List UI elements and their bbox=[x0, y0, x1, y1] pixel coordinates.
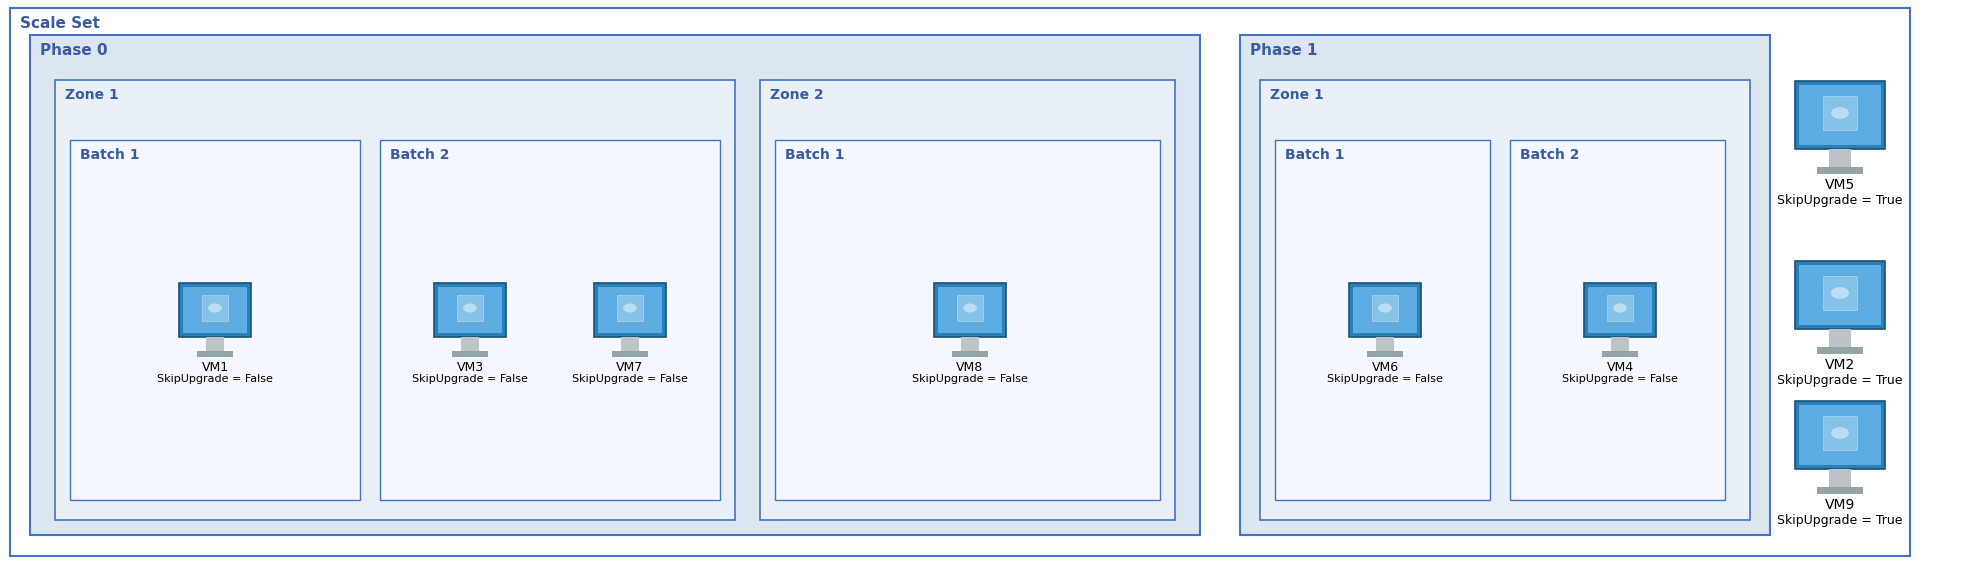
FancyBboxPatch shape bbox=[1240, 35, 1769, 535]
FancyBboxPatch shape bbox=[1816, 347, 1864, 354]
FancyBboxPatch shape bbox=[622, 337, 640, 351]
FancyBboxPatch shape bbox=[953, 351, 988, 357]
Text: VM4: VM4 bbox=[1606, 361, 1633, 374]
FancyBboxPatch shape bbox=[207, 337, 224, 351]
FancyBboxPatch shape bbox=[1822, 96, 1858, 130]
FancyBboxPatch shape bbox=[1822, 276, 1858, 310]
Text: SkipUpgrade = False: SkipUpgrade = False bbox=[573, 374, 689, 384]
Text: VM5: VM5 bbox=[1824, 178, 1856, 192]
FancyBboxPatch shape bbox=[775, 140, 1159, 500]
Text: VM3: VM3 bbox=[457, 361, 484, 374]
FancyBboxPatch shape bbox=[203, 295, 228, 321]
FancyBboxPatch shape bbox=[1368, 351, 1403, 357]
FancyBboxPatch shape bbox=[439, 287, 502, 333]
FancyBboxPatch shape bbox=[1588, 287, 1651, 333]
FancyBboxPatch shape bbox=[1795, 401, 1885, 469]
Text: Batch 1: Batch 1 bbox=[785, 148, 844, 162]
FancyBboxPatch shape bbox=[939, 287, 1002, 333]
FancyBboxPatch shape bbox=[1799, 405, 1881, 465]
FancyBboxPatch shape bbox=[1354, 287, 1417, 333]
Text: SkipUpgrade = False: SkipUpgrade = False bbox=[1326, 374, 1443, 384]
FancyBboxPatch shape bbox=[1822, 416, 1858, 450]
Ellipse shape bbox=[624, 303, 638, 312]
FancyBboxPatch shape bbox=[1816, 167, 1864, 174]
Text: Zone 2: Zone 2 bbox=[769, 88, 825, 102]
Text: VM2: VM2 bbox=[1824, 358, 1856, 372]
FancyBboxPatch shape bbox=[1372, 295, 1397, 321]
Text: Batch 2: Batch 2 bbox=[1519, 148, 1580, 162]
Ellipse shape bbox=[1830, 427, 1848, 439]
Text: SkipUpgrade = False: SkipUpgrade = False bbox=[157, 374, 274, 384]
FancyBboxPatch shape bbox=[1260, 80, 1750, 520]
Text: Phase 0: Phase 0 bbox=[39, 43, 108, 58]
Text: VM9: VM9 bbox=[1824, 498, 1856, 512]
FancyBboxPatch shape bbox=[461, 337, 478, 351]
Ellipse shape bbox=[209, 303, 222, 312]
Text: VM8: VM8 bbox=[956, 361, 984, 374]
Ellipse shape bbox=[1378, 303, 1391, 312]
FancyBboxPatch shape bbox=[1795, 81, 1885, 149]
Text: VM1: VM1 bbox=[201, 361, 228, 374]
FancyBboxPatch shape bbox=[1799, 265, 1881, 325]
FancyBboxPatch shape bbox=[453, 351, 488, 357]
FancyBboxPatch shape bbox=[380, 140, 720, 500]
FancyBboxPatch shape bbox=[598, 287, 661, 333]
Text: Batch 2: Batch 2 bbox=[390, 148, 449, 162]
FancyBboxPatch shape bbox=[1608, 295, 1633, 321]
FancyBboxPatch shape bbox=[183, 287, 248, 333]
FancyBboxPatch shape bbox=[1584, 283, 1655, 337]
Text: Batch 1: Batch 1 bbox=[81, 148, 140, 162]
FancyBboxPatch shape bbox=[30, 35, 1200, 535]
FancyBboxPatch shape bbox=[457, 295, 482, 321]
FancyBboxPatch shape bbox=[1828, 469, 1852, 487]
Text: SkipUpgrade = True: SkipUpgrade = True bbox=[1777, 514, 1903, 527]
FancyBboxPatch shape bbox=[1828, 329, 1852, 347]
Text: Phase 1: Phase 1 bbox=[1250, 43, 1317, 58]
Ellipse shape bbox=[1830, 107, 1848, 119]
Text: VM6: VM6 bbox=[1372, 361, 1399, 374]
FancyBboxPatch shape bbox=[1348, 283, 1421, 337]
Text: SkipUpgrade = False: SkipUpgrade = False bbox=[1563, 374, 1679, 384]
FancyBboxPatch shape bbox=[960, 337, 978, 351]
FancyBboxPatch shape bbox=[197, 351, 232, 357]
FancyBboxPatch shape bbox=[435, 283, 506, 337]
FancyBboxPatch shape bbox=[1602, 351, 1637, 357]
Text: Zone 1: Zone 1 bbox=[1269, 88, 1324, 102]
FancyBboxPatch shape bbox=[1799, 85, 1881, 145]
FancyBboxPatch shape bbox=[594, 283, 665, 337]
FancyBboxPatch shape bbox=[55, 80, 734, 520]
FancyBboxPatch shape bbox=[935, 283, 1006, 337]
FancyBboxPatch shape bbox=[10, 8, 1911, 556]
Text: VM7: VM7 bbox=[616, 361, 644, 374]
FancyBboxPatch shape bbox=[71, 140, 360, 500]
Text: Zone 1: Zone 1 bbox=[65, 88, 118, 102]
FancyBboxPatch shape bbox=[1612, 337, 1630, 351]
FancyBboxPatch shape bbox=[612, 351, 647, 357]
FancyBboxPatch shape bbox=[956, 295, 982, 321]
Text: SkipUpgrade = False: SkipUpgrade = False bbox=[411, 374, 527, 384]
Text: SkipUpgrade = False: SkipUpgrade = False bbox=[911, 374, 1027, 384]
Text: SkipUpgrade = True: SkipUpgrade = True bbox=[1777, 194, 1903, 207]
FancyBboxPatch shape bbox=[1275, 140, 1490, 500]
FancyBboxPatch shape bbox=[1816, 487, 1864, 494]
Ellipse shape bbox=[462, 303, 476, 312]
Text: Batch 1: Batch 1 bbox=[1285, 148, 1344, 162]
FancyBboxPatch shape bbox=[1828, 149, 1852, 167]
FancyBboxPatch shape bbox=[1795, 261, 1885, 329]
Ellipse shape bbox=[962, 303, 976, 312]
FancyBboxPatch shape bbox=[1376, 337, 1393, 351]
FancyBboxPatch shape bbox=[618, 295, 644, 321]
FancyBboxPatch shape bbox=[179, 283, 252, 337]
Ellipse shape bbox=[1830, 287, 1848, 299]
Text: Scale Set: Scale Set bbox=[20, 16, 100, 31]
FancyBboxPatch shape bbox=[1509, 140, 1726, 500]
Text: SkipUpgrade = True: SkipUpgrade = True bbox=[1777, 374, 1903, 387]
FancyBboxPatch shape bbox=[760, 80, 1175, 520]
Ellipse shape bbox=[1614, 303, 1628, 312]
